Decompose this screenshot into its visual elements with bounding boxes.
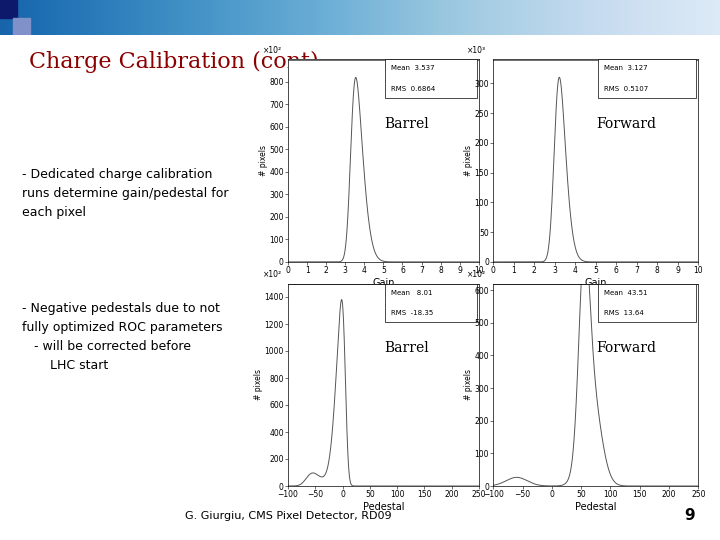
X-axis label: Gain: Gain [372,278,395,288]
Text: Barrel: Barrel [384,341,428,355]
FancyBboxPatch shape [598,284,696,322]
Text: 9: 9 [684,508,695,523]
Text: Mean   8.01: Mean 8.01 [391,289,433,295]
Bar [13,17,30,35]
Text: Charge Calibration (cont): Charge Calibration (cont) [29,51,318,73]
Text: ×10²: ×10² [467,271,486,280]
Text: ×10²: ×10² [264,271,282,280]
Text: G. Giurgiu, CMS Pixel Detector, RD09: G. Giurgiu, CMS Pixel Detector, RD09 [185,511,391,521]
Text: - Negative pedestals due to not
fully optimized ROC parameters
   - will be corr: - Negative pedestals due to not fully op… [22,302,222,372]
Text: Mean  3.127: Mean 3.127 [604,65,647,71]
Text: Forward: Forward [597,117,657,131]
Text: Mean  43.51: Mean 43.51 [604,289,647,295]
FancyBboxPatch shape [385,284,477,322]
Text: ×10²: ×10² [264,46,282,55]
Y-axis label: # pixels: # pixels [254,369,263,400]
FancyBboxPatch shape [385,59,477,98]
Y-axis label: # pixels: # pixels [258,145,268,176]
Text: Forward: Forward [597,341,657,355]
Text: RMS  13.64: RMS 13.64 [604,310,644,316]
Text: RMS  -18.35: RMS -18.35 [391,310,433,316]
Bar [0,0,17,17]
Text: - Dedicated charge calibration
runs determine gain/pedestal for
each pixel: - Dedicated charge calibration runs dete… [22,168,228,219]
FancyBboxPatch shape [598,59,696,98]
Text: RMS  0.5107: RMS 0.5107 [604,86,648,92]
X-axis label: Gain: Gain [585,278,607,288]
Text: Mean  3.537: Mean 3.537 [391,65,435,71]
Text: ×10³: ×10³ [467,46,486,55]
X-axis label: Pedestal: Pedestal [575,502,616,512]
Y-axis label: # pixels: # pixels [464,145,473,176]
Text: Barrel: Barrel [384,117,428,131]
Y-axis label: # pixels: # pixels [464,369,473,400]
X-axis label: Pedestal: Pedestal [363,502,404,512]
Text: RMS  0.6864: RMS 0.6864 [391,86,436,92]
